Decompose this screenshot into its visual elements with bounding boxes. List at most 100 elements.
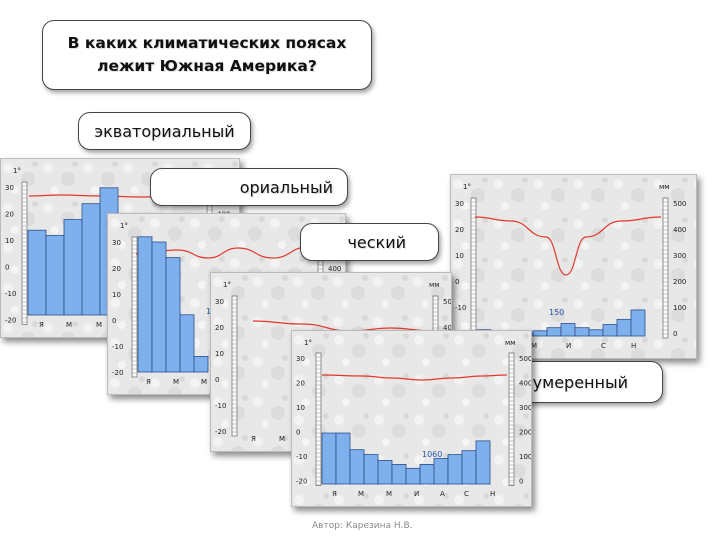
- precipitation-bar: [137, 236, 153, 373]
- temp-tick-label: 20: [5, 211, 14, 219]
- temp-tick-label: 20: [455, 226, 464, 234]
- temp-tick-label: 10: [455, 252, 464, 260]
- temp-tick-label: 10: [112, 291, 121, 299]
- temp-tick-label: 0: [5, 264, 9, 272]
- month-label: С: [601, 342, 606, 350]
- month-label: М: [201, 378, 207, 386]
- temp-unit-label: 1°: [13, 167, 21, 175]
- temp-tick-label: -10: [215, 402, 226, 410]
- precipitation-bar: [447, 454, 463, 485]
- precipitation-bar: [574, 327, 590, 337]
- precipitation-bar: [27, 229, 47, 316]
- precip-scale-column: [432, 295, 439, 333]
- precip-tick-label: 0: [519, 478, 523, 486]
- month-label: Я: [332, 490, 337, 498]
- precipitation-bar: [588, 329, 604, 337]
- temp-tick-label: 10: [215, 350, 224, 358]
- precipitation-bar: [349, 449, 365, 485]
- precipitation-bar: [532, 330, 548, 337]
- precip-tick-label: 500: [443, 298, 451, 306]
- month-label: М: [173, 378, 179, 386]
- temp-tick-label: 20: [112, 265, 121, 273]
- precipitation-bar: [63, 219, 83, 316]
- month-label: С: [464, 490, 469, 498]
- precipitation-bar: [433, 458, 449, 485]
- temp-tick-label: 0: [215, 376, 219, 384]
- precip-scale-column: [662, 197, 669, 339]
- precipitation-bar: [546, 327, 562, 337]
- month-label: М: [531, 342, 537, 350]
- temp-tick-label: 10: [296, 404, 305, 412]
- temp-unit-label: 1°: [463, 183, 471, 191]
- temp-unit-label: 1°: [304, 339, 312, 347]
- precipitation-bar: [151, 241, 167, 373]
- precip-tick-label: 300: [673, 252, 686, 260]
- author-caption: Автор: Карезина Н.В.: [312, 521, 413, 531]
- month-label: Я: [39, 321, 44, 329]
- precip-tick-label: 500: [519, 355, 531, 363]
- answer-tropical[interactable]: ческий: [300, 223, 439, 261]
- precipitation-bar: [165, 257, 181, 373]
- temp-tick-label: 20: [215, 324, 224, 332]
- month-label: М: [66, 321, 72, 329]
- precipitation-bar: [461, 450, 477, 485]
- temp-tick-label: 30: [112, 239, 121, 247]
- temp-unit-label: 1°: [120, 222, 128, 230]
- temp-tick-label: 0: [112, 317, 116, 325]
- precipitation-bar: [602, 324, 618, 337]
- temp-tick-label: 0: [455, 278, 459, 286]
- month-label: А: [440, 490, 445, 498]
- precip-tick-label: 100: [519, 453, 531, 461]
- precip-tick-label: 300: [519, 404, 531, 412]
- precipitation-bar: [630, 309, 646, 337]
- precip-unit-label: мм: [429, 281, 440, 289]
- month-label: И: [566, 342, 571, 350]
- precipitation-bar: [405, 467, 421, 485]
- precipitation-bar: [81, 203, 101, 316]
- temp-tick-label: 0: [296, 429, 300, 437]
- precip-tick-label: 500: [673, 200, 686, 208]
- temp-scale-column: [470, 197, 477, 339]
- temp-tick-label: 20: [296, 380, 305, 388]
- precipitation-bar: [363, 454, 379, 485]
- month-label: И: [414, 490, 419, 498]
- temp-tick-label: 30: [215, 298, 224, 306]
- precip-tick-label: 400: [443, 324, 451, 332]
- temp-tick-label: 30: [296, 355, 305, 363]
- temp-unit-label: 1°: [223, 281, 231, 289]
- annual-precipitation-label: 150: [549, 308, 564, 317]
- temp-tick-label: 10: [5, 237, 14, 245]
- precipitation-bar: [335, 432, 351, 485]
- annual-precipitation-label: 1060: [422, 450, 442, 459]
- month-label: Н: [631, 342, 636, 350]
- precip-tick-label: 0: [673, 330, 677, 338]
- precip-tick-label: 400: [673, 226, 686, 234]
- precipitation-bar: [179, 314, 195, 373]
- month-label: Я: [251, 435, 256, 443]
- precipitation-bar: [419, 463, 435, 485]
- precip-tick-label: 400: [519, 380, 531, 388]
- temp-tick-label: -20: [5, 317, 16, 325]
- precipitation-bar: [193, 355, 209, 373]
- precip-tick-label: 200: [519, 429, 531, 437]
- temp-tick-label: -20: [215, 428, 226, 436]
- temp-scale-column: [21, 181, 28, 325]
- precipitation-bar: [616, 318, 632, 337]
- precip-unit-label: мм: [659, 183, 670, 191]
- temp-tick-label: 30: [5, 184, 14, 192]
- temp-tick-label: -10: [5, 290, 16, 298]
- month-label: Я: [146, 378, 151, 386]
- month-label: М: [279, 435, 285, 443]
- temp-tick-label: -20: [296, 478, 307, 486]
- temperature-curve: [321, 374, 508, 381]
- precip-tick-label: 400: [328, 265, 341, 273]
- temp-scale-column: [131, 236, 138, 378]
- climate-chart-5: 3020100-10-201°мм5004003002001000ЯММИАСН…: [291, 330, 532, 507]
- answer-equatorial[interactable]: экваториальный: [78, 112, 251, 150]
- temp-tick-label: -10: [112, 343, 123, 351]
- answer-subequatorial[interactable]: ориальный: [150, 168, 348, 206]
- precipitation-bar: [475, 440, 491, 485]
- temp-tick-label: 30: [455, 200, 464, 208]
- precipitation-bar: [560, 323, 576, 337]
- month-label: М: [96, 321, 102, 329]
